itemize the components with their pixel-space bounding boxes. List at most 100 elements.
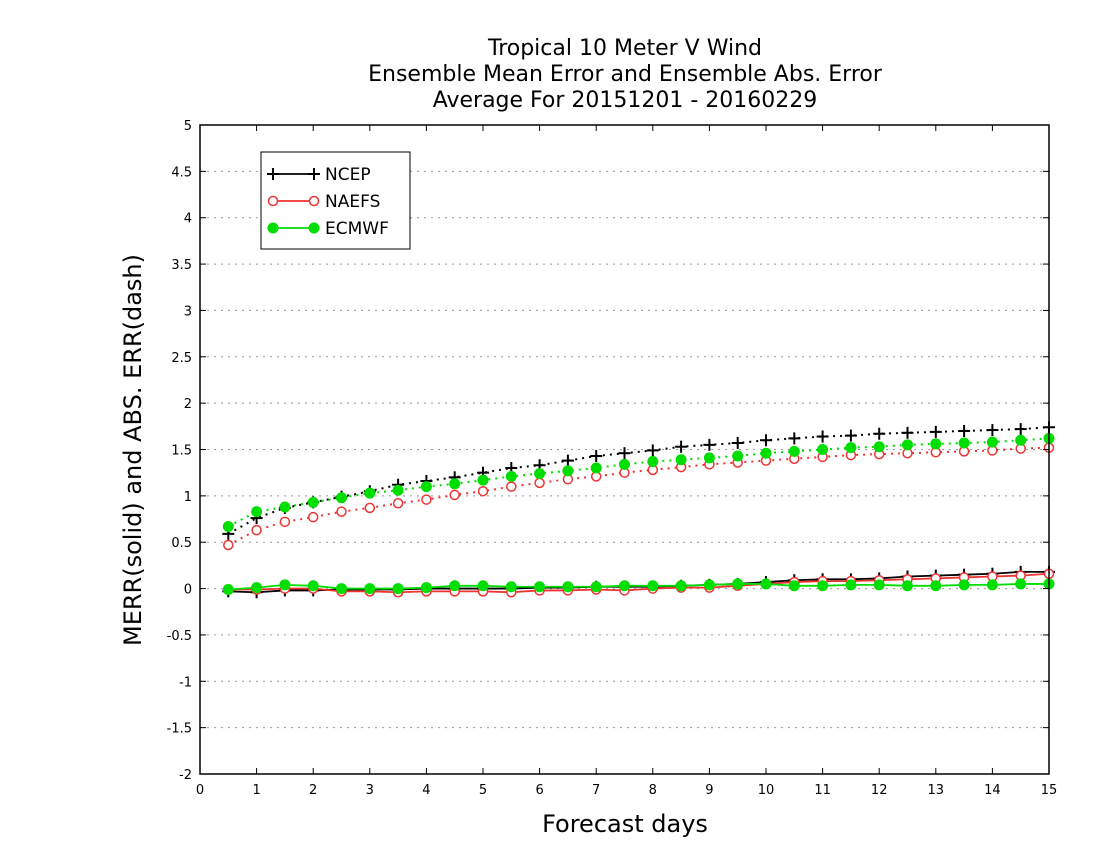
ecmwf-mean-error-point	[845, 579, 857, 591]
ecmwf-abs-error-point	[788, 445, 800, 457]
naefs-abs-error-point	[223, 539, 234, 551]
naefs-abs-error-point	[449, 489, 460, 501]
ecmwf-mean-error-point	[647, 580, 659, 592]
y-tick-label: -1.5	[167, 722, 192, 737]
ecmwf-abs-error-point	[958, 437, 970, 449]
ecmwf-abs-error-point	[449, 478, 461, 490]
ecmwf-abs-error-point	[760, 447, 772, 459]
ecmwf-abs-error-point	[930, 438, 942, 450]
y-tick-label: 5	[184, 119, 192, 134]
ecmwf-mean-error-point	[251, 582, 263, 594]
ecmwf-mean-error-point	[1015, 578, 1027, 590]
ecmwf-mean-error-point	[420, 582, 432, 594]
ecmwf-abs-error-point	[534, 468, 546, 480]
y-tick-label: -2	[179, 768, 192, 783]
y-tick-label: 3.5	[171, 258, 192, 273]
y-tick-label: 3	[184, 304, 192, 319]
ecmwf-abs-error-point	[336, 492, 347, 504]
y-axis-label: MERR(solid) and ABS. ERR(dash)	[119, 254, 147, 646]
ecmwf-abs-error-point	[845, 442, 857, 454]
ncep-abs-error-point	[901, 426, 914, 439]
naefs-abs-error-point	[336, 506, 347, 517]
x-tick-label: 8	[649, 783, 657, 798]
y-tick-label: 1.5	[171, 444, 192, 459]
ecmwf-abs-error-point	[817, 444, 829, 455]
ecmwf-abs-error-point	[986, 436, 998, 448]
x-tick-label: 1	[252, 783, 260, 798]
series-layer	[222, 421, 1055, 599]
naefs-abs-error-point	[534, 477, 545, 489]
y-tick-label: -1	[179, 675, 192, 690]
legend-label-ecmwf: ECMWF	[325, 219, 389, 239]
ecmwf-abs-error-point	[562, 465, 574, 477]
ecmwf-mean-error-point	[675, 580, 687, 592]
ecmwf-abs-error-point	[647, 456, 659, 468]
y-tick-label: 0	[184, 583, 192, 598]
naefs-abs-error-point	[307, 511, 319, 523]
y-tick-label: 0.5	[171, 536, 192, 551]
ecmwf-abs-error-point	[392, 484, 404, 496]
chart-title-line-2: Ensemble Mean Error and Ensemble Abs. Er…	[368, 62, 882, 87]
naefs-abs-error-point	[279, 516, 291, 528]
ncep-abs-error-line	[227, 426, 1050, 535]
chart-title-line-3: Average For 20151201 - 20160229	[432, 88, 818, 113]
naefs-abs-error-point	[392, 498, 404, 509]
ecmwf-abs-error-point	[279, 501, 291, 513]
x-tick-label: 7	[592, 783, 600, 798]
ecmwf-mean-error-point	[732, 578, 744, 590]
ecmwf-mean-error-point	[336, 583, 347, 595]
legend-label-naefs: NAEFS	[325, 192, 380, 212]
ecmwf-abs-error-point	[477, 474, 489, 486]
ncep-abs-error-point	[958, 424, 971, 437]
ecmwf-mean-error-point	[703, 579, 715, 591]
ncep-abs-error-point	[929, 425, 942, 438]
ecmwf-mean-error-point	[279, 579, 291, 591]
ncep-abs-error-point	[703, 438, 716, 451]
ecmwf-mean-error-point	[873, 579, 885, 591]
ncep-abs-error-point	[618, 447, 631, 460]
ecmwf-mean-error-point	[930, 580, 942, 592]
ecmwf-mean-error-point	[222, 583, 234, 595]
ecmwf-abs-error-point	[1015, 434, 1027, 446]
ecmwf-abs-error-point	[222, 520, 234, 532]
naefs-abs-error-point	[251, 524, 262, 536]
y-tick-label: -0.5	[167, 629, 192, 644]
naefs-abs-error-point	[364, 502, 376, 514]
y-tick-label: 2	[184, 397, 192, 412]
ncep-abs-error-point	[844, 429, 857, 442]
chart-title-line-1: Tropical 10 Meter V Wind	[487, 36, 763, 61]
ecmwf-abs-error-point	[703, 452, 715, 464]
ecmwf-mean-error-point	[817, 580, 829, 592]
ecmwf-mean-error-point	[364, 583, 376, 595]
x-tick-label: 6	[535, 783, 543, 798]
ecmwf-mean-error-point	[534, 581, 546, 593]
legend: NCEP NAEFS ECMWF	[260, 151, 411, 250]
x-tick-label: 11	[814, 783, 831, 798]
ecmwf-abs-error-point	[873, 441, 885, 453]
naefs-abs-error-point	[506, 481, 517, 492]
x-tick-label: 10	[758, 783, 775, 798]
legend-marker-ecmwf	[308, 222, 320, 234]
ecmwf-mean-error-point	[619, 580, 630, 592]
ecmwf-abs-error-point	[675, 454, 687, 466]
y-tick-label: 2.5	[171, 351, 192, 366]
ecmwf-mean-error-point	[505, 581, 517, 593]
ecmwf-mean-error-point	[590, 581, 602, 593]
ecmwf-mean-error-point	[958, 579, 970, 591]
legend-marker-ncep	[267, 168, 279, 180]
legend-marker-ecmwf	[267, 222, 279, 234]
ecmwf-mean-error-point	[307, 580, 319, 592]
y-tick-label: 1	[184, 490, 192, 505]
legend-marker-ncep	[308, 168, 320, 180]
ecmwf-abs-error-point	[251, 506, 263, 518]
ncep-abs-error-point	[561, 454, 574, 467]
ecmwf-mean-error-point	[392, 583, 404, 595]
ecmwf-mean-error-point	[788, 580, 800, 592]
ecmwf-abs-error-point	[902, 439, 913, 451]
ncep-abs-error-point	[590, 449, 603, 462]
ecmwf-mean-error-point	[986, 579, 998, 591]
ecmwf-abs-error-point	[364, 487, 376, 499]
x-tick-label: 13	[928, 783, 945, 798]
ncep-abs-error-point	[816, 430, 829, 443]
